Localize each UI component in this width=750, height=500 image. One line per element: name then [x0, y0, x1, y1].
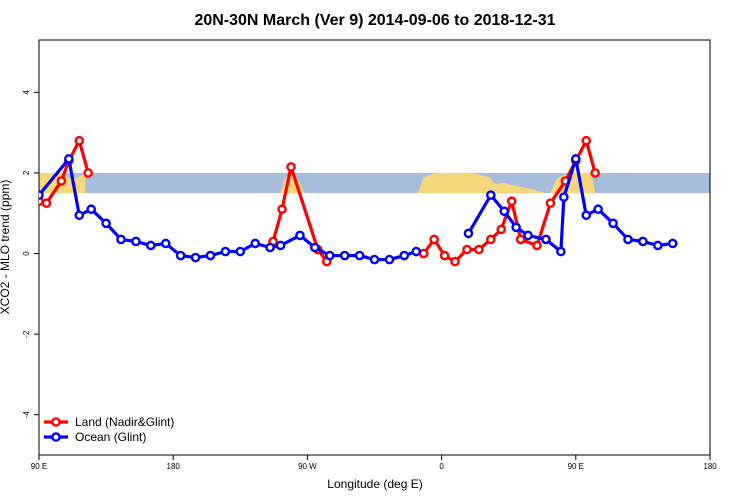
series-1-point [593, 204, 603, 215]
y-tick-label: 2 [22, 170, 31, 175]
y-axis: -4 -2 0 2 4 [22, 90, 39, 419]
series-0-point [590, 168, 600, 178]
series-1-point [220, 246, 231, 257]
series-0-point [41, 198, 52, 208]
series-1-point [64, 154, 74, 164]
series-1-point [581, 210, 592, 221]
series-1-point [638, 236, 648, 247]
x-tick-label: 90 E [31, 462, 47, 471]
x-tick-label: 180 [167, 462, 181, 471]
series-group [39, 135, 678, 267]
series-1-point [295, 230, 305, 241]
series-1-point [523, 230, 533, 241]
series-1-point [384, 254, 395, 265]
series-1-point [623, 234, 633, 245]
y-tick-label: -4 [22, 411, 31, 419]
series-1-point [131, 236, 141, 247]
legend-label-1: Ocean (Glint) [75, 430, 146, 444]
series-0-point [83, 168, 94, 178]
series-1-point [205, 250, 216, 261]
series-0-point [515, 234, 526, 245]
series-1-point [608, 218, 618, 229]
series-0-point [474, 244, 484, 255]
series-1-point [175, 250, 186, 261]
series-1-point [86, 204, 96, 215]
series-1-point [559, 192, 569, 202]
series-1-point [369, 254, 380, 265]
y-tick-label: 0 [22, 251, 31, 256]
series-0-point [418, 248, 429, 259]
series-1-point [101, 218, 111, 229]
series-1-point [339, 250, 350, 261]
series-0-point [429, 234, 439, 245]
series-1-point [39, 190, 44, 200]
series-0-point [581, 135, 592, 146]
series-1-point [324, 250, 335, 261]
latitude-band [39, 172, 710, 194]
series-1-point [541, 234, 551, 245]
series-0-point [74, 135, 85, 146]
chart-title: 20N-30N March (Ver 9) 2014-09-06 to 2018… [194, 12, 555, 29]
series-1-point [463, 228, 474, 239]
series-1-point [250, 238, 261, 249]
band-ocean [39, 172, 710, 194]
series-1-point [160, 238, 171, 249]
x-tick-label: 90 W [298, 462, 317, 471]
series-1-point [499, 206, 510, 217]
series-0-point [545, 198, 556, 208]
series-0-point [532, 240, 542, 251]
series-1-point [556, 246, 566, 257]
series-1-point [511, 222, 521, 233]
series-1-point [310, 242, 320, 253]
legend-marker-1 [51, 432, 61, 442]
series-1-point [116, 234, 126, 245]
series-0-point [462, 244, 472, 255]
series-1-point [74, 210, 85, 221]
series-1-point [399, 250, 410, 261]
series-1-point [275, 240, 286, 251]
series-1-point [235, 246, 246, 257]
y-tick-label: 4 [22, 90, 31, 95]
series-0-point [450, 256, 460, 267]
series-1-point [354, 250, 365, 261]
series-1-point [190, 252, 201, 263]
band-land-shape-3 [417, 172, 546, 194]
series-0-point [496, 224, 507, 235]
series-0-point [439, 250, 450, 261]
series-0-point [506, 196, 517, 206]
series-1-point [653, 240, 663, 251]
y-axis-label: XCO2 - MLO trend (ppm) [0, 180, 12, 315]
series-1-point [571, 154, 581, 164]
series-1-line-1 [467, 157, 673, 254]
series-0-point [277, 204, 287, 215]
x-tick-label: 180 [703, 462, 717, 471]
series-1-point [411, 246, 422, 257]
series-1-point [146, 240, 156, 251]
series-0-point [486, 234, 496, 245]
legend-label-0: Land (Nadir&Glint) [75, 415, 174, 429]
series-1-point [486, 190, 496, 200]
x-tick-label: 90 E [568, 462, 584, 471]
y-tick-label: -2 [22, 330, 31, 338]
x-tick-label: 0 [439, 462, 444, 471]
series-1-point [265, 242, 275, 253]
x-axis-label: Longitude (deg E) [327, 477, 422, 491]
series-0-point [286, 162, 296, 172]
x-axis: 90 E 180 90 W 0 90 E 180 [31, 455, 717, 471]
legend: Land (Nadir&Glint)Ocean (Glint) [44, 415, 174, 444]
series-0-line-0 [39, 139, 90, 205]
series-1-point [667, 238, 678, 249]
plot-frame [38, 39, 711, 456]
legend-marker-0 [51, 417, 61, 427]
series-0-point [56, 176, 67, 186]
series-1 [39, 154, 678, 265]
